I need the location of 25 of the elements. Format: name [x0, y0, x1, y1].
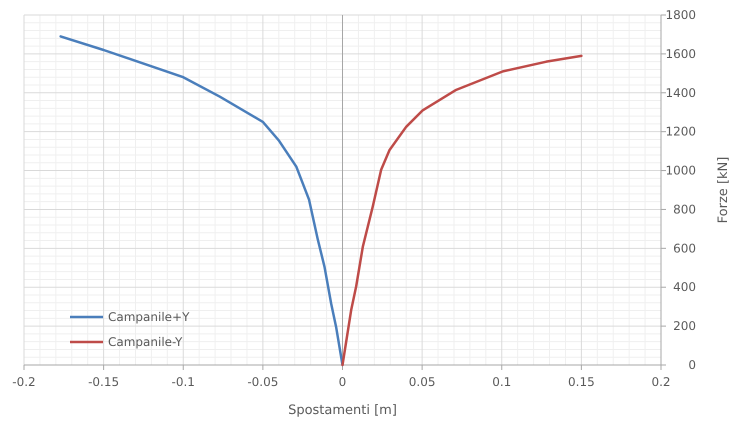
y-tick-label: 1000 [665, 164, 696, 178]
y-tick-label: 200 [673, 319, 696, 334]
legend-label: Campanile-Y [108, 335, 183, 349]
x-tick-label: 0 [338, 375, 346, 389]
line-series [341, 54, 583, 366]
x-tick-label: -0.2 [12, 375, 36, 389]
line-series [59, 35, 344, 366]
x-tick-label: 0.2 [651, 375, 671, 389]
y-tick-label: 400 [673, 280, 696, 294]
y-tick-label: 1800 [665, 8, 696, 22]
y-tick-label: 800 [673, 202, 696, 216]
x-tick-label: -0.15 [88, 375, 120, 389]
y-tick-label: 1200 [665, 124, 696, 139]
x-tick-label: 0.05 [408, 375, 436, 389]
legend-label: Campanile+Y [108, 310, 190, 324]
y-tick-label: 0 [688, 358, 696, 372]
x-tick-label: -0.05 [247, 375, 278, 389]
x-tick-label: 0.15 [568, 375, 595, 389]
x-tick-label: -0.1 [172, 375, 195, 389]
y-axis-title: Forze [kN] [716, 156, 731, 224]
x-axis-title: Spostamenti [m] [288, 403, 397, 418]
y-tick-label: 1400 [665, 86, 696, 100]
y-tick-label: 600 [673, 241, 696, 256]
y-tick-label: 1600 [665, 46, 696, 61]
x-tick-label: 0.1 [492, 375, 512, 389]
